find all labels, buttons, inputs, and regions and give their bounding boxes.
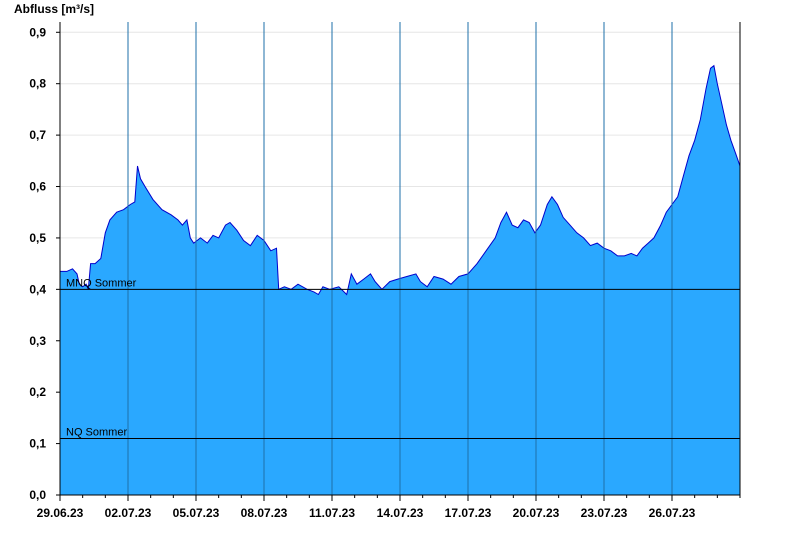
x-tick-label: 14.07.23 [377,506,424,520]
x-tick-label: 05.07.23 [173,506,220,520]
y-tick-label: 0,9 [29,25,46,39]
y-tick-label: 0,7 [29,128,46,142]
x-tick-label: 17.07.23 [445,506,492,520]
vertical-gridlines [127,22,673,495]
x-axis-ticks: 29.06.23 02.07.23 05.07.23 08.07.23 11.07.23… [37,495,741,520]
y-tick-label: 0,3 [29,334,46,348]
x-tick-label: 02.07.23 [105,506,152,520]
y-tick-label: 0,0 [29,488,46,502]
x-tick-label: 20.07.23 [513,506,560,520]
x-tick-label: 29.06.23 [37,506,84,520]
reference-line-label: MNQ Sommer [66,277,137,289]
y-tick-label: 0,4 [29,282,46,296]
y-tick-label: 0,6 [29,180,46,194]
y-tick-label: 0,8 [29,77,46,91]
reference-line-label: NQ Sommer [66,426,127,438]
x-tick-label: 11.07.23 [309,506,355,520]
y-tick-label: 0,5 [29,231,46,245]
y-axis-ticks: 0,0 0,1 0,2 0,3 0,4 0,5 0,6 0,7 0,8 0,9 [29,25,60,502]
y-tick-label: 0,1 [29,437,46,451]
x-tick-label: 23.07.23 [581,506,628,520]
x-tick-label: 26.07.23 [649,506,696,520]
y-axis-title: Abfluss [m³/s] [14,2,94,16]
x-tick-label: 08.07.23 [241,506,288,520]
y-tick-label: 0,2 [29,385,46,399]
reference-lines: MNQ Sommer NQ Sommer [60,277,740,439]
